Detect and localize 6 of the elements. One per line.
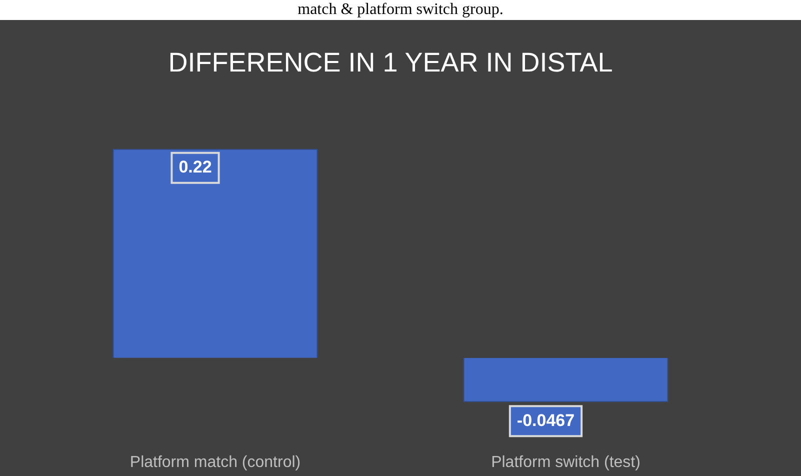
x-tick-label: Platform match (control) [130,454,301,471]
text: match & platform switch group. [296,0,504,20]
x-tick-label: Platform switch (test) [491,454,640,471]
data-label: -0.0467 [516,410,575,430]
data-label: 0.22 [178,158,212,177]
chart-title: DIFFERENCE IN 1 YEAR IN DISTAL [168,48,613,78]
